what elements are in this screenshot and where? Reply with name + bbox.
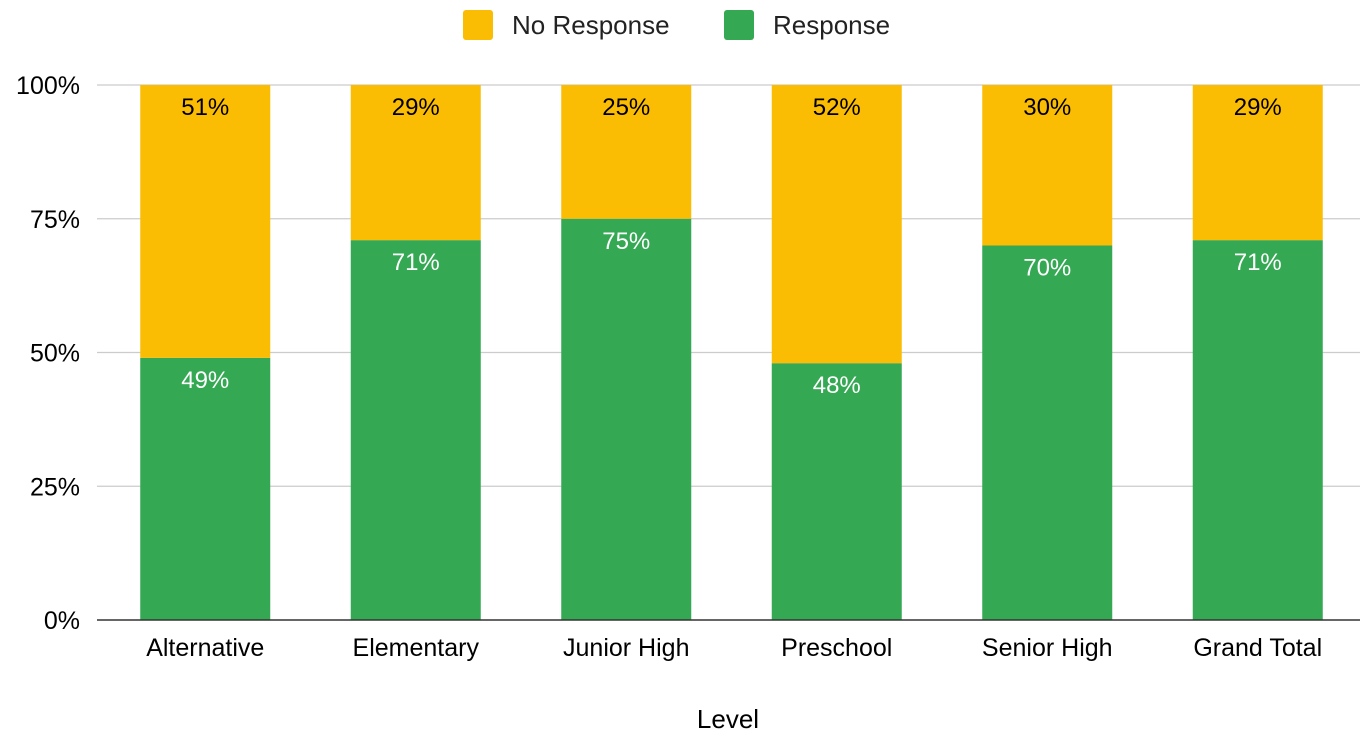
y-tick-label: 50%: [30, 340, 80, 368]
x-tick-label: Elementary: [353, 634, 480, 662]
x-tick-label: Grand Total: [1193, 634, 1322, 662]
y-tick-label: 75%: [30, 206, 80, 234]
legend-label-response: Response: [773, 10, 890, 40]
y-tick-label: 100%: [16, 72, 80, 100]
x-axis-category-labels: Alternative Elementary Junior High Preschoo…: [146, 634, 1322, 662]
data-label-response-junior-high: 75%: [602, 228, 650, 255]
bar-no-response-preschool: [771, 85, 902, 364]
bar-response-elementary: [350, 240, 481, 620]
data-labels: 49% 51% 71% 29% 75% 25% 48% 52% 70% 30% 71% 29%: [181, 94, 1282, 399]
bar-response-preschool: [771, 363, 902, 620]
y-axis-tick-labels: 0% 25% 50% 75% 100%: [16, 72, 80, 635]
data-label-response-grand-total: 71%: [1234, 249, 1282, 276]
bar-no-response-elementary: [350, 85, 481, 241]
bars: [140, 85, 1323, 620]
data-label-response-senior-high: 70%: [1023, 255, 1071, 282]
data-label-response-preschool: 48%: [813, 372, 861, 399]
legend-swatch-no-response: [463, 10, 493, 40]
bar-no-response-junior-high: [561, 85, 692, 219]
legend-label-no-response: No Response: [512, 10, 670, 40]
x-tick-label: Alternative: [146, 634, 264, 662]
y-tick-label: 25%: [30, 473, 80, 501]
data-label-no-response-junior-high: 25%: [602, 94, 650, 121]
data-label-no-response-elementary: 29%: [392, 94, 440, 121]
bar-response-senior-high: [982, 245, 1113, 620]
bar-response-junior-high: [561, 218, 692, 620]
bar-response-alternative: [140, 357, 271, 620]
gridlines: [97, 84, 1360, 487]
data-label-response-elementary: 71%: [392, 249, 440, 276]
bar-no-response-senior-high: [982, 85, 1113, 246]
data-label-no-response-preschool: 52%: [813, 94, 861, 121]
y-tick-label: 0%: [44, 607, 80, 635]
data-label-no-response-grand-total: 29%: [1234, 94, 1282, 121]
bar-no-response-grand-total: [1192, 85, 1323, 241]
bar-response-grand-total: [1192, 240, 1323, 620]
x-axis-title: Level: [697, 704, 759, 733]
x-tick-label: Preschool: [781, 634, 892, 662]
x-tick-label: Junior High: [563, 634, 689, 662]
data-label-response-alternative: 49%: [181, 367, 229, 394]
data-label-no-response-senior-high: 30%: [1023, 94, 1071, 121]
legend-swatch-response: [724, 10, 754, 40]
data-label-no-response-alternative: 51%: [181, 94, 229, 121]
bar-no-response-alternative: [140, 85, 271, 358]
legend: No Response Response: [463, 10, 890, 40]
x-tick-label: Senior High: [982, 634, 1113, 662]
